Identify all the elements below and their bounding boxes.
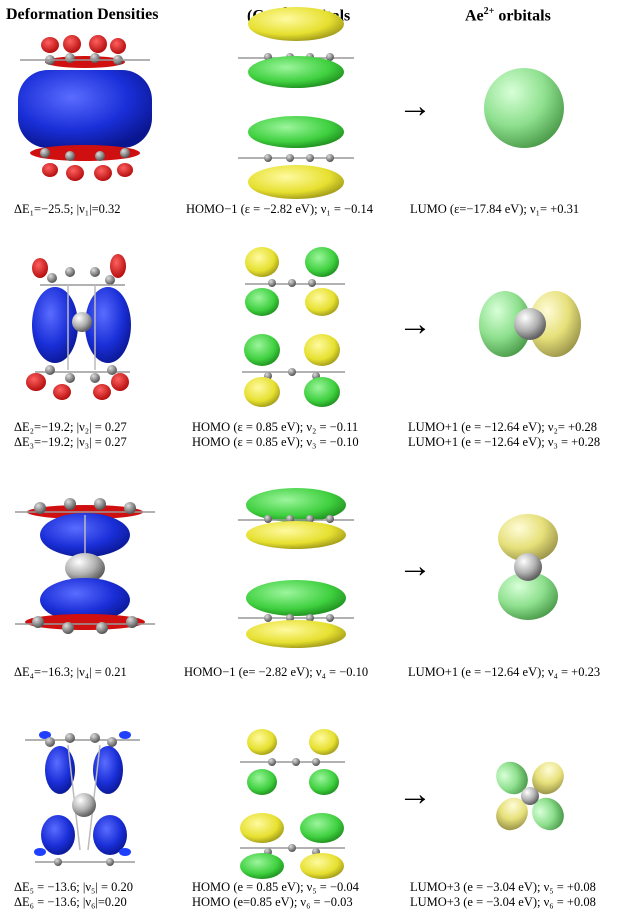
ae-caption-row1-a: LUMO (ε=−17.84 eV); ν₁= +0.31 <box>410 202 580 216</box>
cp-orbital-row2 <box>242 247 345 407</box>
ae-orbital-row3 <box>498 514 558 620</box>
density-caption-row3-a: ΔE₄=−16.3; |ν₄| = 0.21 <box>14 665 127 679</box>
density-caption-row2-b: ΔE₃=−19.2; |ν₃| = 0.27 <box>14 435 127 449</box>
density-caption-row1-a: ΔE₁=−25.5; |ν₁|=0.32 <box>14 202 121 216</box>
density-caption-row2-a: ΔE₂=−19.2; |ν₂| = 0.27 <box>14 420 127 434</box>
ae-orbital-row2 <box>479 291 581 357</box>
ae-caption-row4-b: LUMO+3 (e = −3.04 eV); ν₆ = +0.08 <box>410 895 596 909</box>
cp-orbital-row3 <box>238 488 354 648</box>
cp-caption-row2-b: HOMO (ε = 0.85 eV); ν₃ = −0.10 <box>192 435 359 449</box>
ae-orbital-row1 <box>484 68 564 148</box>
cp-orbital-row4 <box>240 729 345 879</box>
arrow-row2: → <box>398 306 432 343</box>
ae-orbital-row4 <box>496 761 564 831</box>
arrow-row3: → <box>398 548 432 585</box>
ae-caption-row4-a: LUMO+3 (e = −3.04 eV); ν₅ = +0.08 <box>410 880 596 894</box>
arrow-row4: → <box>398 776 432 813</box>
header-ae-sup: 2+ <box>483 6 495 17</box>
cp-caption-row4-a: HOMO (e = 0.85 eV); ν₅ = −0.04 <box>192 880 359 894</box>
density-row2 <box>26 254 131 400</box>
arrow-row1: → <box>398 88 432 125</box>
header-deformation-densities: Deformation Densities <box>6 6 159 23</box>
density-caption-row4-b: ΔE₆ = −13.6; |ν₆|=0.20 <box>14 895 127 909</box>
density-row4 <box>25 731 140 866</box>
header-ae-orbitals: Ae2+ orbitals <box>465 6 551 25</box>
cp-caption-row2-a: HOMO (ε = 0.85 eV); ν₂ = −0.11 <box>192 420 359 434</box>
cp-caption-row3-a: HOMO−1 (e= −2.82 eV); ν₄ = −0.10 <box>184 665 369 679</box>
ae-caption-row2-b: LUMO+1 (e = −12.64 eV); ν₃ = +0.28 <box>408 435 601 449</box>
ae-caption-row3-a: LUMO+1 (e = −12.64 eV); ν₄ = +0.23 <box>408 665 601 679</box>
header-ae-prefix: Ae <box>465 7 484 25</box>
cp-orbital-row1 <box>238 7 354 199</box>
cp-caption-row1-a: HOMO−1 (ε = −2.82 eV); ν₁ = −0.14 <box>186 202 373 216</box>
density-row3 <box>15 498 155 634</box>
density-caption-row4-a: ΔE₅ = −13.6; |ν₅| = 0.20 <box>14 880 134 894</box>
density-row1 <box>18 35 152 181</box>
header-ae-suffix: orbitals <box>494 7 551 25</box>
ae-caption-row2-a: LUMO+1 (e = −12.64 eV); ν₂= +0.28 <box>408 420 597 434</box>
cp-caption-row4-b: HOMO (e=0.85 eV); ν₆ = −0.03 <box>192 895 353 909</box>
